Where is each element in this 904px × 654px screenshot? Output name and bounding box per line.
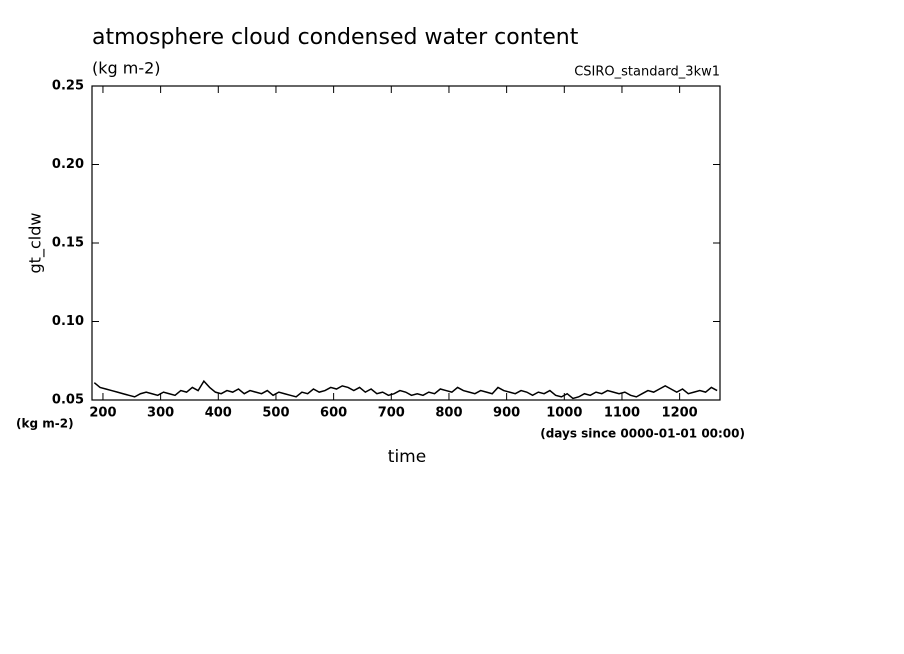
x-tick-label: 1200 — [662, 406, 698, 421]
y-tick-label: 0.15 — [52, 236, 84, 251]
x-units: (days since 0000-01-01 00:00) — [540, 427, 745, 441]
x-tick-label: 600 — [320, 406, 347, 421]
x-tick-label: 500 — [262, 406, 289, 421]
y-units: (kg m-2) — [16, 417, 74, 431]
y-tick-label: 0.05 — [52, 393, 84, 408]
x-tick-label: 200 — [89, 406, 116, 421]
y-axis-label: gt_cldw — [26, 213, 46, 274]
x-tick-label: 300 — [147, 406, 174, 421]
y-tick-label: 0.25 — [52, 79, 84, 94]
x-axis-label: time — [388, 447, 426, 467]
dataset-label: CSIRO_standard_3kw1 — [574, 65, 720, 80]
x-tick-label: 800 — [435, 406, 462, 421]
x-tick-label: 700 — [378, 406, 405, 421]
y-tick-label: 0.10 — [52, 314, 84, 329]
chart-title: atmosphere cloud condensed water content — [92, 25, 579, 50]
x-tick-label: 400 — [205, 406, 232, 421]
x-tick-label: 900 — [493, 406, 520, 421]
x-tick-label: 1100 — [604, 406, 640, 421]
data-line — [93, 379, 718, 400]
x-tick-label: 1000 — [546, 406, 582, 421]
y-tick-label: 0.20 — [52, 157, 84, 172]
units: (kg m-2) — [92, 59, 161, 78]
